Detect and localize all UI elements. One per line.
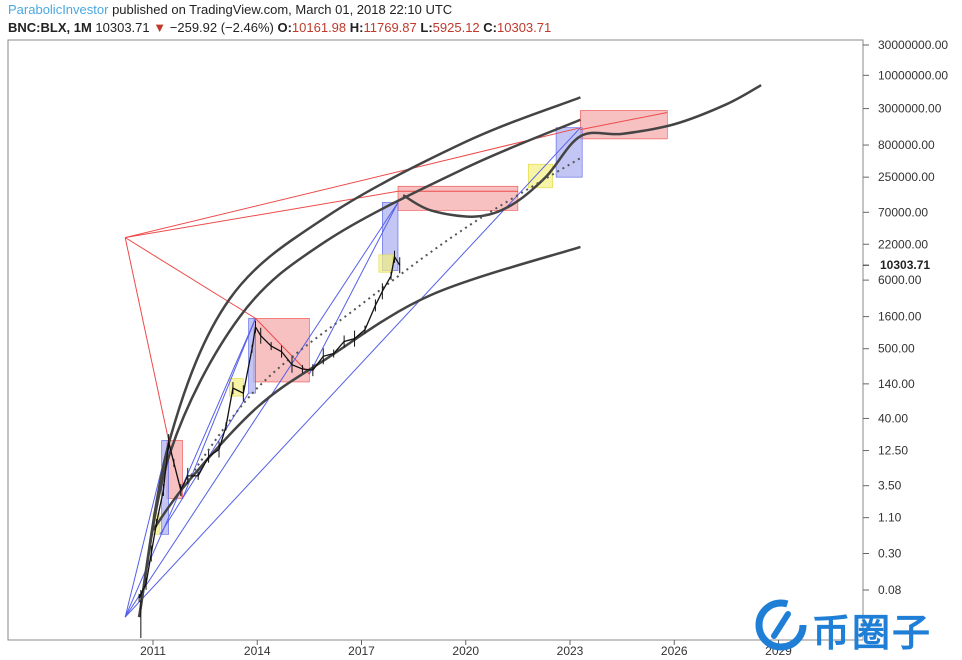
- watermark: 币圈子: [752, 596, 957, 655]
- chart-header: ParabolicInvestor published on TradingVi…: [0, 0, 962, 40]
- low-label: L:: [420, 20, 433, 35]
- y-tick-label: 10000000.00: [878, 68, 948, 82]
- watermark-text: 币圈子: [812, 611, 933, 655]
- high-label: H:: [349, 20, 364, 35]
- projection-curve: [402, 84, 762, 218]
- blue-box: [555, 127, 583, 178]
- fan-lines: [124, 112, 668, 618]
- low-value: 5925.12: [432, 20, 480, 35]
- symbol-line: BNC:BLX, 1M 10303.71 ▼ −259.92 (−2.46%) …: [8, 20, 551, 35]
- y-tick-label: 70000.00: [878, 205, 928, 219]
- dotted-curve: [180, 157, 581, 491]
- red-fan-line: [125, 127, 581, 239]
- x-axis[interactable]: 2011 2014 2017 2020 2023 2026 2029: [140, 640, 792, 658]
- publish-line: ParabolicInvestor published on TradingVi…: [8, 2, 452, 17]
- y-tick-label: 30000000.00: [878, 38, 948, 52]
- trend-curves: [137, 84, 762, 618]
- upper-outer-curve: [137, 96, 581, 618]
- change-arrow-icon: ▼: [153, 20, 167, 35]
- blue-fan-line: [124, 440, 170, 618]
- yellow-box: [527, 163, 553, 189]
- y-tick-label: 12.50: [878, 444, 908, 458]
- y-tick-label: 140.00: [878, 377, 915, 391]
- red-fan-line: [124, 237, 170, 441]
- y-tick-label: 3.50: [878, 479, 902, 493]
- last-price-label: 10303.71: [880, 258, 930, 272]
- yellow-box: [378, 254, 394, 273]
- y-tick-label: 3000000.00: [878, 102, 942, 116]
- watermark-logo-icon: [755, 599, 807, 651]
- red-fan-line: [580, 112, 668, 131]
- y-tick-label: 40.00: [878, 411, 908, 425]
- close-value: 10303.71: [497, 20, 552, 35]
- symbol-label[interactable]: BNC:BLX, 1M: [8, 20, 92, 35]
- y-tick-label: 22000.00: [878, 237, 928, 251]
- lower-curve: [151, 245, 581, 531]
- last-price: 10303.71: [95, 20, 150, 35]
- x-tick-label: 2023: [557, 644, 584, 658]
- y-tick-label: 6000.00: [878, 273, 922, 287]
- y-tick-label: 1600.00: [878, 310, 922, 324]
- x-tick-label: 2020: [452, 644, 479, 658]
- change-value: −259.92 (−2.46%): [169, 20, 274, 35]
- blue-fan-line: [308, 202, 399, 375]
- y-axis[interactable]: 30000000.00 10000000.00 3000000.00 800000.0…: [863, 38, 948, 597]
- open-value: 10161.98: [291, 20, 347, 35]
- y-tick-label: 250000.00: [878, 170, 935, 184]
- red-box: [397, 185, 519, 211]
- y-tick-label: 500.00: [878, 342, 915, 356]
- blue-fan-line: [124, 202, 399, 618]
- y-tick-label: 1.10: [878, 511, 902, 525]
- price-series: [138, 250, 401, 638]
- publish-info: published on TradingView.com, March 01, …: [108, 2, 453, 17]
- x-tick-label: 2011: [140, 644, 166, 658]
- high-value: 11769.87: [363, 20, 417, 35]
- upper-inner-curve: [137, 118, 581, 618]
- open-label: O:: [277, 20, 292, 35]
- y-tick-label: 800000.00: [878, 138, 935, 152]
- y-tick-label: 0.30: [878, 547, 902, 561]
- red-fan-line: [255, 318, 310, 375]
- close-label: C:: [483, 20, 498, 35]
- x-tick-label: 2017: [348, 644, 375, 658]
- plot-frame: [7, 39, 864, 641]
- highlight-boxes: [152, 110, 668, 535]
- x-tick-label: 2014: [244, 644, 271, 658]
- x-tick-label: 2026: [661, 644, 688, 658]
- author-link[interactable]: ParabolicInvestor: [8, 2, 109, 17]
- red-fan-line: [124, 237, 256, 319]
- y-tick-label: 0.08: [878, 583, 902, 597]
